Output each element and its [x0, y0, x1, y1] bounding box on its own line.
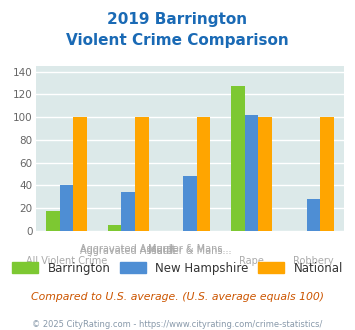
Text: © 2025 CityRating.com - https://www.cityrating.com/crime-statistics/: © 2025 CityRating.com - https://www.city…	[32, 320, 323, 329]
Bar	[245, 115, 258, 231]
Bar	[135, 117, 148, 231]
Text: Compared to U.S. average. (U.S. average equals 100): Compared to U.S. average. (U.S. average …	[31, 292, 324, 302]
Bar	[46, 211, 60, 231]
Text: Violent Crime Comparison: Violent Crime Comparison	[66, 33, 289, 48]
Bar	[231, 86, 245, 231]
Text: Murder & Mans...: Murder & Mans...	[148, 244, 232, 254]
Text: 2019 Barrington: 2019 Barrington	[108, 12, 247, 26]
Bar	[60, 185, 73, 231]
Text: Robbery: Robbery	[293, 256, 334, 266]
Bar	[121, 192, 135, 231]
Text: All Violent Crime: All Violent Crime	[26, 256, 107, 266]
Bar	[183, 176, 197, 231]
Text: Rape: Rape	[239, 256, 264, 266]
Bar	[197, 117, 210, 231]
Bar	[73, 117, 87, 231]
Bar	[307, 199, 320, 231]
Bar	[320, 117, 334, 231]
Text: Aggravated Assault: Aggravated Assault	[80, 246, 176, 256]
Text: Murder & Mans...: Murder & Mans...	[148, 246, 232, 256]
Text: Aggravated Assault: Aggravated Assault	[80, 244, 176, 254]
Bar	[108, 225, 121, 231]
Bar	[258, 117, 272, 231]
Legend: Barrington, New Hampshire, National: Barrington, New Hampshire, National	[12, 262, 343, 275]
